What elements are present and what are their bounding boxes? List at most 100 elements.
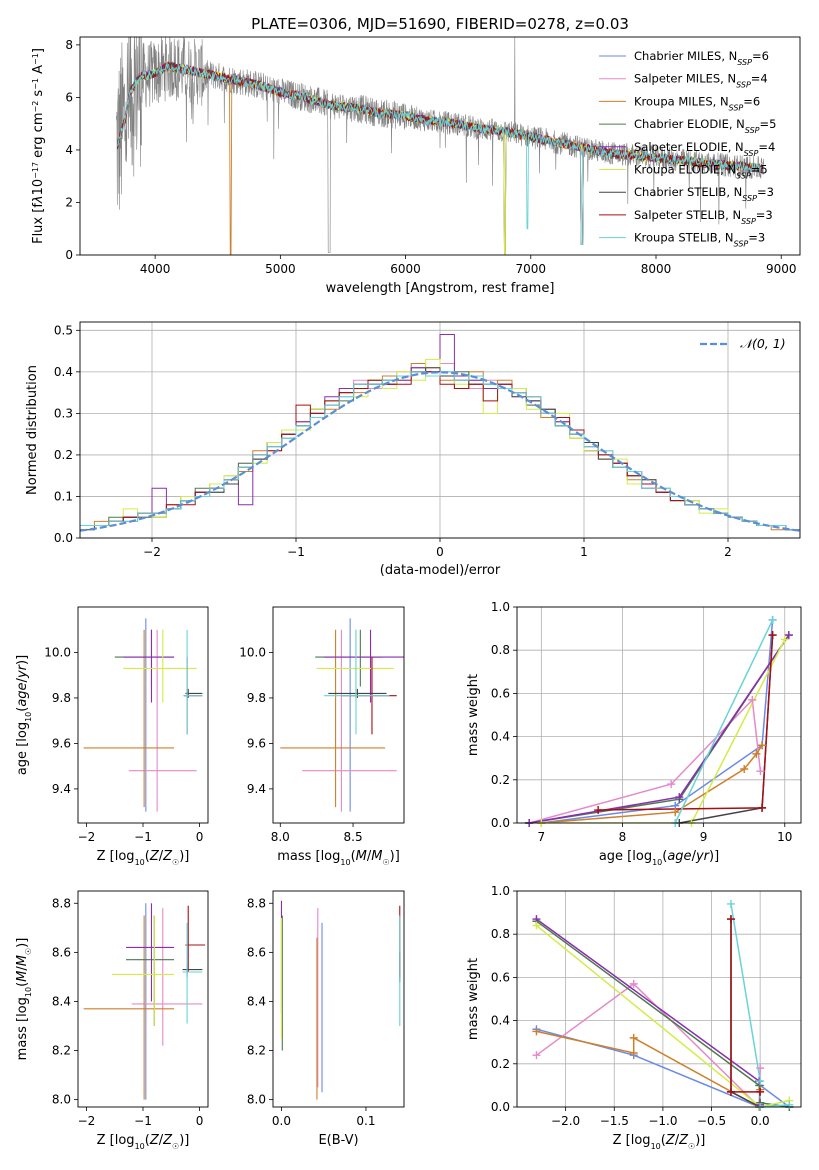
x-tick-label: 0 [196,1114,204,1128]
model-line-chabrier-miles [117,61,584,245]
x-tick-label: −2 [78,830,96,844]
weight-line-kroupa-elodie [541,639,786,823]
y-tick-label: 8.8 [52,896,71,910]
x-axis-label: Z [log10(Z/Z☉)] [613,1133,706,1151]
weight-marker [748,695,757,704]
x-tick-label: 1 [580,545,588,559]
y-tick-label: 10.0 [44,645,71,659]
weight-marker [785,1100,794,1109]
y-tick-label: 9.4 [52,782,71,796]
y-tick-label: 0 [65,248,73,262]
axes-frame [77,890,209,1108]
weight-marker [532,1027,541,1036]
weight-marker [726,899,735,908]
weight-line-chabrier-elodie [529,634,790,823]
x-tick-label: 9 [700,830,708,844]
weight-line-chabrier-miles [541,619,774,823]
y-tick-label: 8.4 [52,994,71,1008]
y-tick-label: 1.0 [491,884,510,898]
y-tick-label: 0.8 [491,927,510,941]
panel-spectrum: 4000 5000 6000 7000 8000 9000 0 2 4 6 8 wavelength … [31,36,801,296]
x-axis-label: Z [log10(Z/Z☉)] [97,1133,190,1151]
weight-marker [532,1051,541,1060]
x-tick-label: −2.0 [551,1114,580,1128]
x-tick-label: −2 [78,1114,96,1128]
weight-marker [629,1033,638,1042]
x-tick-label: 4000 [140,262,171,276]
y-tick-label: 9.6 [247,736,266,750]
weight-marker [756,1087,765,1096]
weight-marker [629,979,638,988]
y-tick-label: 9.8 [52,691,71,705]
x-tick-label: 7000 [516,262,547,276]
x-tick-label: 8.0 [271,830,290,844]
legend-entry: 𝒩(0, 1) [740,336,786,351]
y-tick-label: 6 [65,90,73,104]
y-tick-label: 0.8 [491,643,510,657]
x-tick-label: 7 [538,830,546,844]
legend-entry: Chabrier ELODIE, NSSP=5 [634,117,776,135]
weight-marker [756,1064,765,1073]
panel-weight-vs-Z: −2.0 −1.5 −1.0 −0.5 0.0 0.0 0.2 0.4 0.6 0.8 1.0 Z [… [466,884,802,1151]
x-tick-label: 0.1 [356,1114,375,1128]
weight-line-kroupa-elodie [536,925,790,1107]
y-tick-label: 9.8 [247,691,266,705]
observed-spectrum-line [116,37,764,253]
weight-marker [726,1087,735,1096]
weight-line-salpeter-miles [529,698,762,823]
weight-marker [675,793,684,802]
weight-line-salpeter-stelib [730,919,761,1093]
plot-area [80,334,800,538]
y-tick-label: 0.0 [491,1100,510,1114]
x-axis-label: E(B-V) [318,1133,358,1148]
y-tick-label: 8.2 [247,1044,266,1058]
x-tick-label: 8000 [641,262,672,276]
y-tick-label: 8.6 [247,945,266,959]
y-tick-label: 0.2 [491,773,510,787]
x-tick-label: 6000 [390,262,421,276]
legend-entry: Chabrier STELIB, NSSP=3 [634,185,774,203]
axes-frame [516,890,802,1108]
y-tick-label: 0.2 [54,448,73,462]
y-tick-label: 8.6 [52,945,71,959]
weight-line-kroupa-stelib [674,619,774,823]
panel-mass-vs-Z: −2 −1 0 8.0 8.2 8.4 8.6 8.8 Z [log10(Z/Z☉)] mass … [15,890,209,1151]
legend-entry: Chabrier MILES, NSSP=6 [634,49,769,67]
weight-line-salpeter-elodie [536,918,761,1105]
normal-curve-line [80,371,800,532]
y-tick-label: 8.0 [52,1093,71,1107]
y-tick-label: 0.6 [491,686,510,700]
y-tick-label: 8.0 [247,1093,266,1107]
x-tick-label: 8 [619,830,627,844]
weight-line-kroupa-miles [536,1030,761,1107]
x-tick-label: 0.0 [272,1114,291,1128]
axes-frame [77,606,209,824]
weight-marker [629,1049,638,1057]
y-axis-label: mass weight [466,674,481,756]
axes-frame [516,606,802,824]
model-line-salpeter-miles [117,62,584,245]
y-tick-label: 4 [65,143,73,157]
x-axis-label: mass [log10(M/M☉)] [277,849,400,867]
x-tick-label: −0.5 [697,1114,726,1128]
weight-marker [594,806,603,815]
x-tick-label: 8.5 [344,830,363,844]
axes-frame [79,321,801,539]
x-tick-label: 0 [196,830,204,844]
model-line-kroupa-miles [117,60,584,255]
y-tick-label: 0.0 [491,816,510,830]
legend-entry: Kroupa STELIB, NSSP=3 [634,231,765,249]
plot-area [280,900,401,1100]
legend-entry: Salpeter STELIB, NSSP=3 [634,208,773,226]
y-tick-label: 0.5 [54,323,73,337]
axes-frame [79,36,801,256]
x-axis-label: age [log10(age/yr)] [599,849,719,867]
panel-mass-vs-ebv: 0.0 0.1 8.0 8.2 8.4 8.6 8.8 E(B-V) [247,890,405,1148]
x-tick-label: 5000 [265,262,296,276]
legend-entry: Kroupa ELODIE, NSSP=5 [634,163,768,181]
legend-entry: Salpeter ELODIE, NSSP=4 [634,140,775,158]
weight-marker [756,1077,765,1086]
x-axis-label: (data-model)/error [380,563,501,578]
plot-area [83,618,203,812]
